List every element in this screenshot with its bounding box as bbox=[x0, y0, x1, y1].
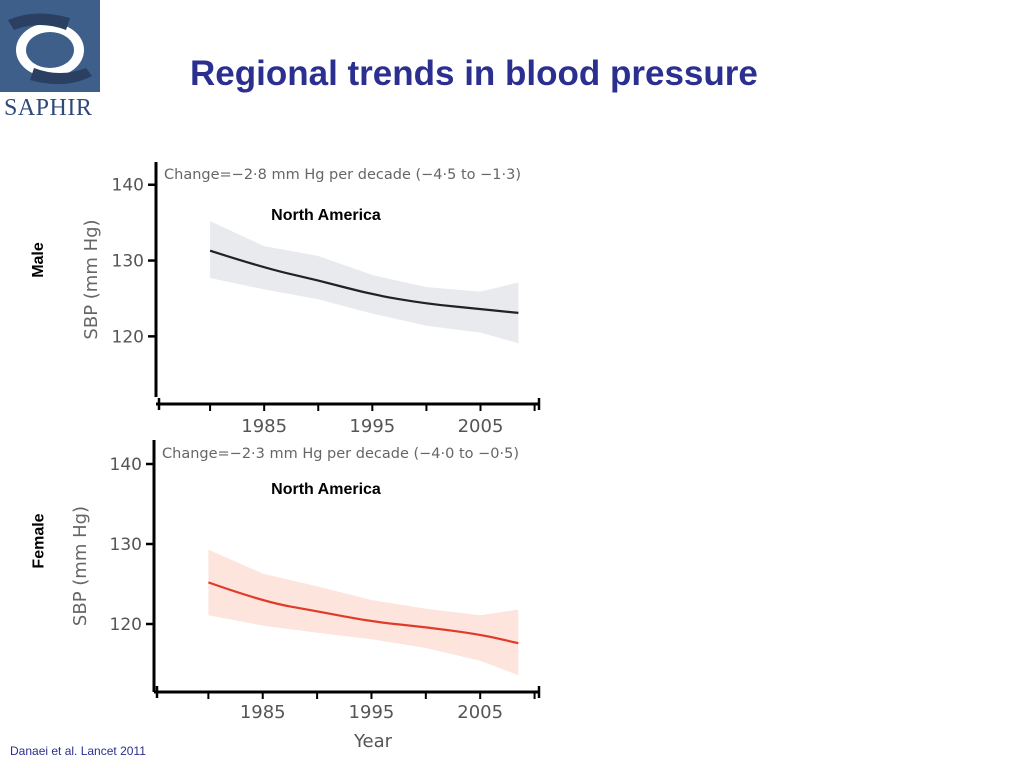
x-tick-label: 1995 bbox=[349, 702, 395, 723]
x-axis-label: Year bbox=[353, 731, 393, 752]
y-axis-label: SBP (mm Hg) bbox=[81, 219, 102, 339]
y-tick-label: 120 bbox=[110, 615, 142, 635]
y-axis-label: SBP (mm Hg) bbox=[70, 506, 91, 626]
x-tick-label: 1985 bbox=[241, 416, 287, 437]
series-line bbox=[208, 581, 519, 645]
y-tick-label: 130 bbox=[110, 535, 142, 555]
region-label: North America bbox=[271, 481, 381, 498]
page-title: Regional trends in blood pressure bbox=[190, 54, 758, 93]
y-tick-label: 140 bbox=[110, 455, 142, 475]
citation: Danaei et al. Lancet 2011 bbox=[10, 744, 146, 758]
saphir-logo-icon bbox=[0, 0, 100, 92]
x-tick-label: 2005 bbox=[457, 702, 503, 723]
logo-text: SAPHIR bbox=[4, 95, 93, 121]
saphir-logo: SAPHIR bbox=[0, 0, 104, 124]
y-tick-label: 130 bbox=[112, 252, 144, 272]
change-annotation: Change=−2·8 mm Hg per decade (−4·5 to −1… bbox=[164, 167, 521, 183]
x-tick-label: 1995 bbox=[349, 416, 395, 437]
change-annotation: Change=−2·3 mm Hg per decade (−4·0 to −0… bbox=[162, 446, 519, 462]
x-tick-label: 1985 bbox=[240, 702, 286, 723]
region-label: North America bbox=[271, 207, 381, 224]
confidence-band bbox=[208, 549, 519, 676]
y-tick-label: 140 bbox=[112, 176, 144, 196]
x-tick-label: 2005 bbox=[458, 416, 504, 437]
y-tick-label: 120 bbox=[112, 327, 144, 347]
confidence-band bbox=[210, 221, 519, 344]
series-line bbox=[209, 249, 519, 314]
